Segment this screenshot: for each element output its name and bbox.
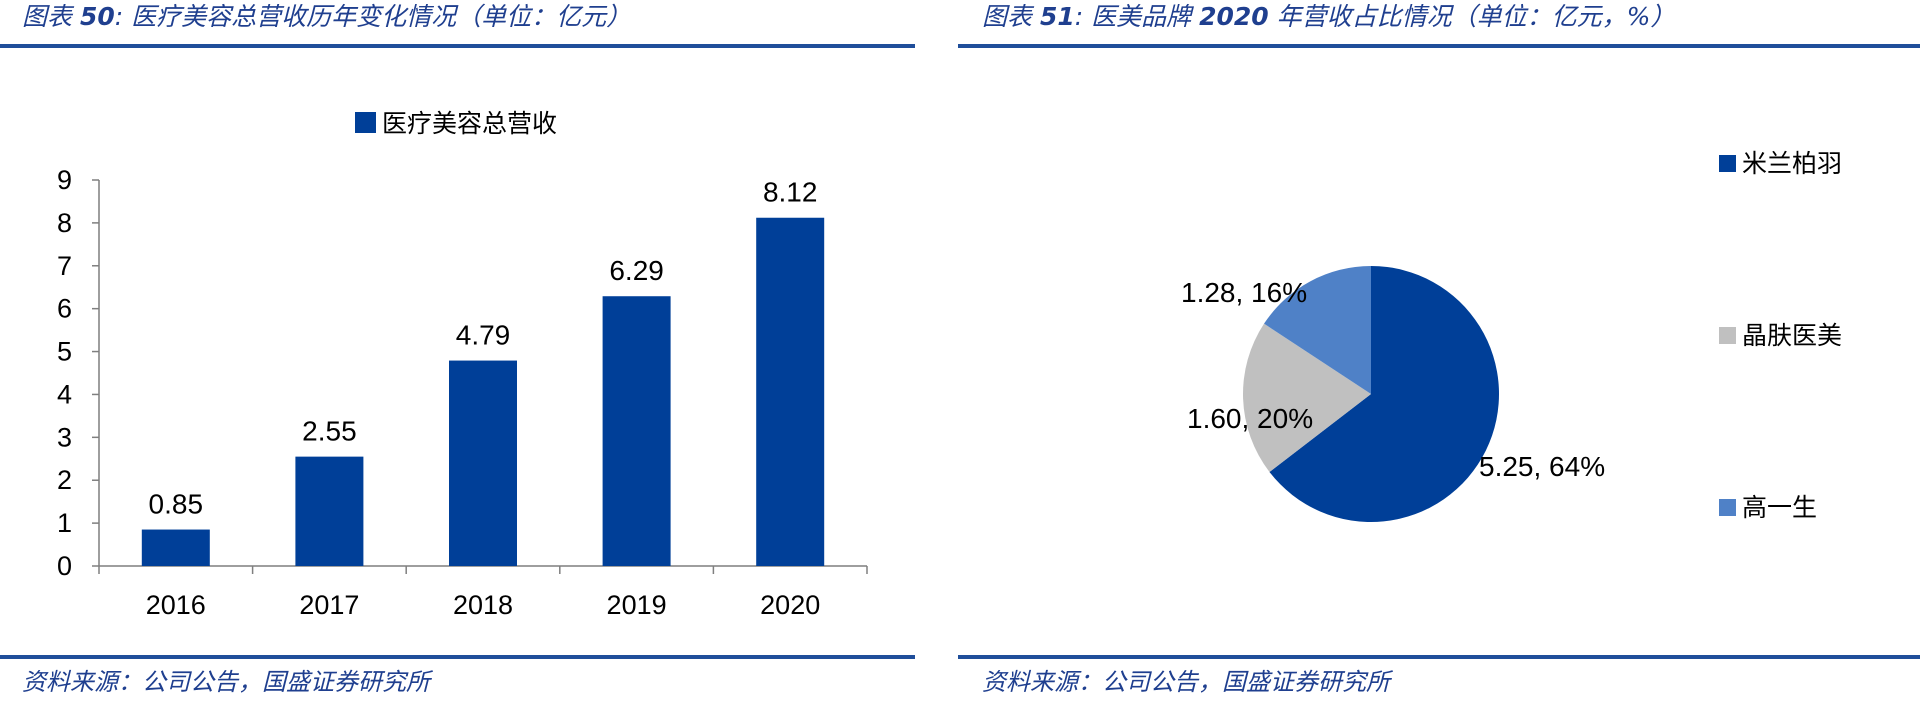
bar-value-label: 2.55 — [302, 416, 357, 447]
bar-2016 — [141, 529, 210, 566]
y-tick-label: 0 — [57, 551, 72, 581]
title-divider — [958, 44, 1920, 48]
pie-value-label: 1.28, 16% — [1181, 277, 1307, 308]
figure-title-text: 医疗美容总营收历年变化情况（单位：亿元） — [131, 2, 632, 31]
figure-number: 51 — [1039, 2, 1075, 31]
pie-slice-2 — [1243, 323, 1371, 472]
pie-value-label: 1.60, 20% — [1187, 403, 1313, 434]
source-divider — [958, 655, 1920, 659]
left-panel: 图表 50: 医疗美容总营收历年变化情况（单位：亿元） 医疗美容总营收 0 1 2 3… — [0, 0, 915, 701]
right-panel: 图表 51: 医美品牌 2020 年营收占比情况（单位：亿元，%） 5.25, … — [958, 0, 1920, 701]
x-tick-label: 2016 — [146, 590, 206, 620]
y-tick-label: 4 — [57, 379, 72, 409]
figure-title-year: 2020 — [1199, 2, 1269, 31]
y-tick-label: 5 — [57, 337, 72, 367]
figure-title-right: 图表 51: 医美品牌 2020 年营收占比情况（单位：亿元，%） — [982, 0, 1920, 44]
legend-swatch — [1719, 327, 1736, 344]
figure-separator: : — [114, 2, 124, 31]
bar-series — [141, 217, 825, 566]
source-divider — [0, 655, 915, 659]
figure-title-left: 图表 50: 医疗美容总营收历年变化情况（单位：亿元） — [22, 0, 915, 44]
figure-separator: : — [1074, 2, 1084, 31]
bar-2020 — [756, 217, 825, 566]
legend-swatch — [1719, 499, 1736, 516]
bar-value-label: 0.85 — [149, 489, 204, 520]
pie-slices — [1243, 266, 1499, 522]
y-tick-label: 3 — [57, 422, 72, 452]
y-tick-label: 9 — [57, 165, 72, 195]
y-tick-label: 2 — [57, 465, 72, 495]
x-tick-label: 2019 — [607, 590, 667, 620]
x-tick-label: 2017 — [299, 590, 359, 620]
y-tick-label: 8 — [57, 208, 72, 238]
pie-slice-1 — [1269, 266, 1499, 522]
source-note-right: 资料来源：公司公告，国盛证券研究所 — [982, 668, 1390, 696]
bar-value-label: 8.12 — [763, 177, 818, 208]
legend-label: 晶肤医美 — [1742, 321, 1842, 350]
x-tick-label: 2018 — [453, 590, 513, 620]
figure-title-prefix: 医美品牌 — [1091, 2, 1192, 31]
bar-data-labels: 0.85 2.55 4.79 6.29 8.12 — [149, 177, 818, 520]
legend-label: 米兰柏羽 — [1742, 149, 1842, 178]
y-tick-label: 6 — [57, 294, 72, 324]
x-tick-label: 2020 — [760, 590, 820, 620]
pie-value-label: 5.25, 64% — [1479, 451, 1605, 482]
x-axis-ticks: 2016 2017 2018 2019 2020 — [98, 566, 868, 620]
y-axis-ticks: 0 1 2 3 4 5 6 7 8 9 — [57, 165, 99, 581]
legend-label-total-revenue: 医疗美容总营收 — [382, 109, 557, 138]
legend-swatch — [1719, 155, 1736, 172]
y-tick-label: 1 — [57, 508, 72, 538]
figure-label: 图表 — [982, 2, 1033, 31]
legend-label: 高一生 — [1742, 493, 1817, 522]
bar-value-label: 6.29 — [609, 255, 664, 286]
figure-number: 50 — [79, 2, 115, 31]
pie-data-labels: 5.25, 64% 1.60, 20% 1.28, 16% — [1181, 277, 1605, 482]
figure-label: 图表 — [22, 2, 73, 31]
bar-2017 — [295, 456, 364, 566]
title-divider — [0, 44, 915, 48]
figure-title-suffix: 年营收占比情况（单位：亿元，%） — [1276, 2, 1676, 31]
source-note-left: 资料来源：公司公告，国盛证券研究所 — [22, 668, 430, 696]
y-tick-label: 7 — [57, 251, 72, 281]
bar-value-label: 4.79 — [456, 320, 511, 351]
bar-2019 — [602, 296, 671, 566]
pie-slice-3 — [1264, 266, 1371, 394]
legend-swatch-total-revenue — [355, 112, 376, 133]
bar-2018 — [449, 360, 517, 566]
